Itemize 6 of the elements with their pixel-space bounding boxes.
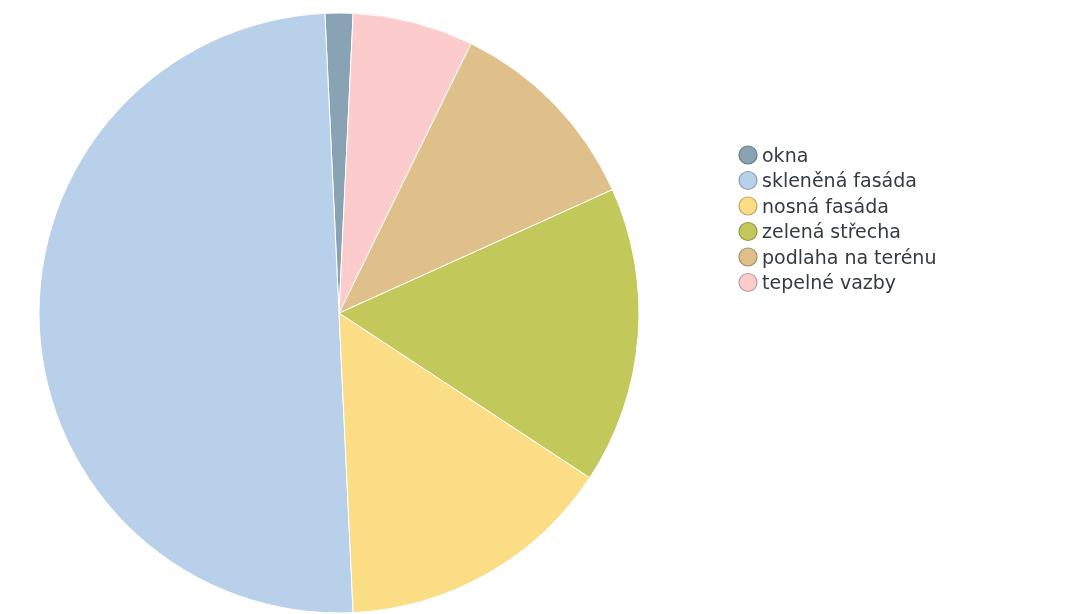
legend-label: skleněná fasáda (762, 169, 917, 192)
legend-label: zelená střecha (762, 220, 901, 243)
legend-label: nosná fasáda (762, 194, 889, 217)
legend-label: okna (762, 143, 809, 166)
legend-label: tepelné vazby (762, 271, 897, 294)
legend-label: podlaha na terénu (762, 245, 937, 268)
